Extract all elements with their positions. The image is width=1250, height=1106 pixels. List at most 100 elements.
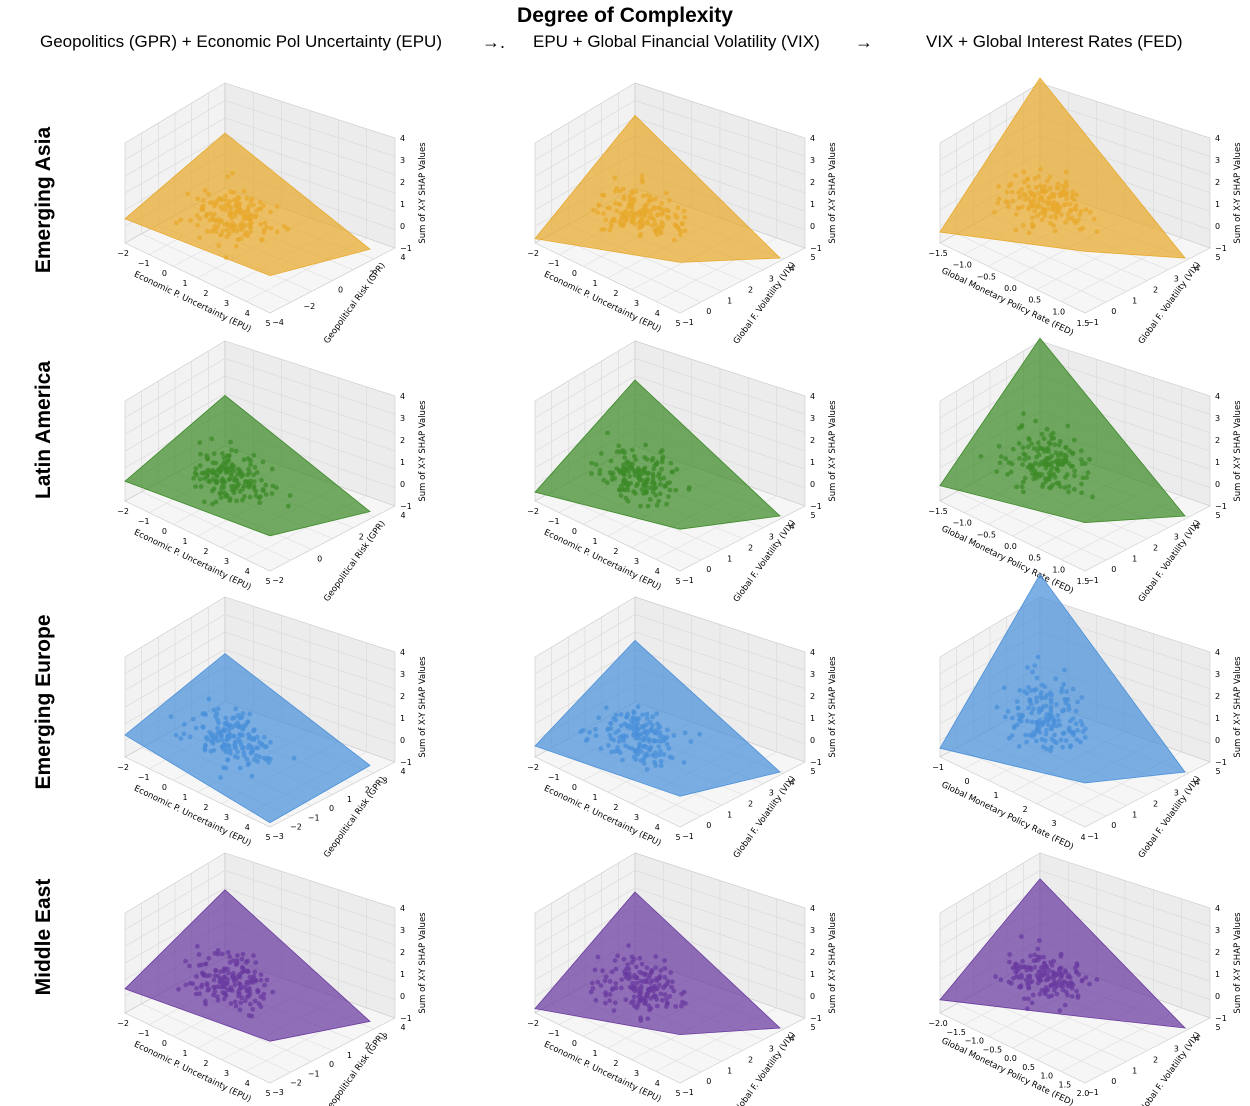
z-tick-label: −1 xyxy=(810,244,822,253)
y-tick-label: 4 xyxy=(1195,264,1200,273)
fitted-surface xyxy=(124,394,371,537)
y-tick-label: 1 xyxy=(1132,296,1137,305)
z-tick-label: 2 xyxy=(400,178,405,187)
y-tick-label: −4 xyxy=(272,318,284,327)
z-axis-title: Sum of X-Y SHAP Values xyxy=(418,912,428,1014)
z-tick-label: 0 xyxy=(400,480,405,489)
x-tick-label: 0 xyxy=(162,269,167,278)
gridline xyxy=(124,117,396,177)
x-tick-label: 4 xyxy=(655,823,660,832)
gridline xyxy=(124,358,396,418)
y-tick-label: 2 xyxy=(748,544,753,553)
column-header-epu-vix: EPU + Global Financial Volatility (VIX) xyxy=(533,32,820,51)
y-tick-label: 1 xyxy=(347,1051,352,1060)
y-tick-label: 0 xyxy=(338,286,343,295)
x-tick-label: −0.5 xyxy=(977,530,996,539)
x-tick-label: 4 xyxy=(245,567,250,576)
x-tick-label: −1.0 xyxy=(952,261,971,270)
z-tick-label: 4 xyxy=(810,648,815,657)
z-tick-label: −1 xyxy=(400,244,412,253)
gridline xyxy=(124,631,396,691)
x-tick-label: −2 xyxy=(117,1019,129,1028)
z-tick-label: 1 xyxy=(810,200,815,209)
panel-emerging-asia-3: −1.5−1.0−0.50.00.51.01.5−1012345−101234G… xyxy=(928,77,1243,346)
x-tick-label: 4 xyxy=(245,823,250,832)
x-tick-label: 1 xyxy=(183,793,188,802)
z-tick-label: 4 xyxy=(810,134,815,143)
column-header-gpr-epu: Geopolitics (GPR) + Economic Pol Uncerta… xyxy=(40,32,442,51)
x-tick-label: 2.0 xyxy=(1077,1089,1090,1098)
gridline xyxy=(124,100,396,160)
z-tick-label: 1 xyxy=(1215,458,1220,467)
x-tick-label: 1.5 xyxy=(1077,319,1090,328)
y-tick-label: 2 xyxy=(748,1056,753,1065)
y-tick-label: 3 xyxy=(383,1032,388,1041)
fitted-surface xyxy=(534,114,781,263)
z-tick-label: 3 xyxy=(1215,670,1220,679)
x-tick-label: 1 xyxy=(593,537,598,546)
x-tick-label: 2 xyxy=(1022,805,1027,814)
y-tick-label: 2 xyxy=(1153,286,1158,295)
x-tick-label: 1.0 xyxy=(1052,565,1065,574)
y-tick-label: 2 xyxy=(369,269,374,278)
x-tick-label: −1.0 xyxy=(965,1037,984,1046)
y-tick-label: 1 xyxy=(727,554,732,563)
fitted-surface xyxy=(939,337,1186,524)
panel-latin-america-3: −1.5−1.0−0.50.00.51.01.5−1012345−101234G… xyxy=(928,337,1243,604)
gridline xyxy=(534,358,806,418)
gridline xyxy=(939,870,1211,930)
x-tick-label: 0 xyxy=(162,527,167,536)
y-tick-label: −1 xyxy=(1087,576,1099,585)
z-axis-title: Sum of X-Y SHAP Values xyxy=(828,912,838,1014)
y-tick-label: 3 xyxy=(383,776,388,785)
x-tick-label: 0 xyxy=(572,783,577,792)
x-tick-label: 2 xyxy=(203,803,208,812)
fitted-surface xyxy=(534,379,781,530)
gridline xyxy=(124,614,396,674)
z-tick-label: 4 xyxy=(1215,904,1220,913)
y-tick-label: 5 xyxy=(1215,253,1220,262)
x-tick-label: 4 xyxy=(655,309,660,318)
x-tick-label: −2 xyxy=(527,507,539,516)
z-tick-label: 0 xyxy=(810,736,815,745)
z-tick-label: −1 xyxy=(400,758,412,767)
z-tick-label: 2 xyxy=(1215,692,1220,701)
x-tick-label: −1 xyxy=(548,259,560,268)
x-tick-label: 5 xyxy=(265,577,270,586)
x-tick-label: 2 xyxy=(203,547,208,556)
x-tick-label: 1 xyxy=(183,279,188,288)
y-tick-label: −1 xyxy=(308,1069,320,1078)
y-tick-label: −1 xyxy=(682,832,694,841)
z-tick-label: 1 xyxy=(1215,970,1220,979)
z-tick-label: 4 xyxy=(1215,648,1220,657)
x-tick-label: 0 xyxy=(964,777,969,786)
x-tick-label: 3 xyxy=(224,1069,229,1078)
z-tick-label: 3 xyxy=(1215,156,1220,165)
x-tick-label: −0.5 xyxy=(977,272,996,281)
x-tick-label: −1 xyxy=(138,517,150,526)
x-tick-label: 3 xyxy=(634,813,639,822)
x-tick-label: 5 xyxy=(675,1089,680,1098)
y-tick-label: 0 xyxy=(317,554,322,563)
y-tick-label: 5 xyxy=(810,511,815,520)
arrow-1: →. xyxy=(482,32,506,52)
z-tick-label: 1 xyxy=(1215,714,1220,723)
z-axis-title: Sum of X-Y SHAP Values xyxy=(1233,912,1243,1014)
y-tick-label: 4 xyxy=(1195,1034,1200,1043)
x-tick-label: −1 xyxy=(548,1029,560,1038)
y-tick-label: 2 xyxy=(359,533,364,542)
y-tick-label: 5 xyxy=(810,253,815,262)
x-tick-label: 1 xyxy=(993,791,998,800)
z-tick-label: −1 xyxy=(1215,1014,1227,1023)
x-tick-label: 0 xyxy=(162,783,167,792)
x-tick-label: 2 xyxy=(613,289,618,298)
z-tick-label: 3 xyxy=(810,156,815,165)
z-axis-title: Sum of X-Y SHAP Values xyxy=(418,142,428,244)
z-tick-label: 3 xyxy=(810,670,815,679)
gridline xyxy=(534,631,806,691)
x-tick-label: 1 xyxy=(183,537,188,546)
gridline xyxy=(534,614,806,674)
z-tick-label: 4 xyxy=(400,392,405,401)
